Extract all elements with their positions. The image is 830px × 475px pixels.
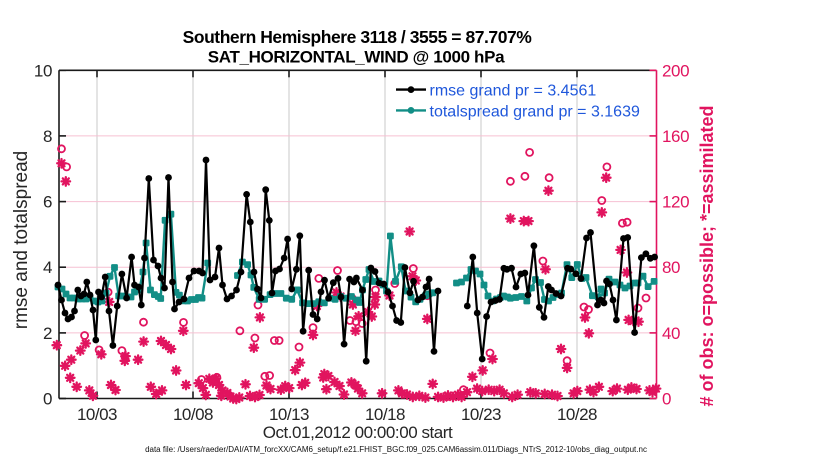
svg-text:160: 160 (662, 127, 689, 146)
svg-text:# of obs: o=possible; *=assimi: # of obs: o=possible; *=assimilated (697, 105, 717, 406)
svg-text:10/18: 10/18 (365, 405, 405, 424)
svg-text:10/03: 10/03 (77, 405, 117, 424)
svg-text:40: 40 (662, 324, 680, 343)
svg-text:10/23: 10/23 (461, 405, 501, 424)
svg-text:0: 0 (662, 390, 671, 409)
svg-text:120: 120 (662, 193, 689, 212)
svg-text:Oct.01,2012 00:00:00 start: Oct.01,2012 00:00:00 start (263, 423, 453, 442)
svg-text:SAT_HORIZONTAL_WIND @ 1000 hPa: SAT_HORIZONTAL_WIND @ 1000 hPa (208, 48, 505, 67)
svg-text:data file: /Users/raeder/DAI/A: data file: /Users/raeder/DAI/ATM_forcXX/… (145, 445, 647, 454)
svg-text:10: 10 (34, 61, 52, 80)
svg-text:200: 200 (662, 61, 689, 80)
svg-text:80: 80 (662, 258, 680, 277)
svg-text:2: 2 (43, 324, 52, 343)
svg-text:8: 8 (43, 127, 52, 146)
svg-text:4: 4 (43, 258, 52, 277)
svg-text:10/13: 10/13 (269, 405, 309, 424)
svg-text:10/08: 10/08 (173, 405, 213, 424)
svg-text:rmse and totalspread: rmse and totalspread (11, 151, 32, 330)
svg-text:6: 6 (43, 193, 52, 212)
svg-text:Southern Hemisphere 3118 / 355: Southern Hemisphere 3118 / 3555 = 87.707… (183, 27, 533, 47)
svg-text:0: 0 (43, 390, 52, 409)
svg-text:totalspread grand pr = 3.1639: totalspread grand pr = 3.1639 (430, 103, 640, 120)
svg-text:10/28: 10/28 (557, 405, 597, 424)
svg-text:rmse grand pr = 3.4561: rmse grand pr = 3.4561 (430, 83, 597, 100)
